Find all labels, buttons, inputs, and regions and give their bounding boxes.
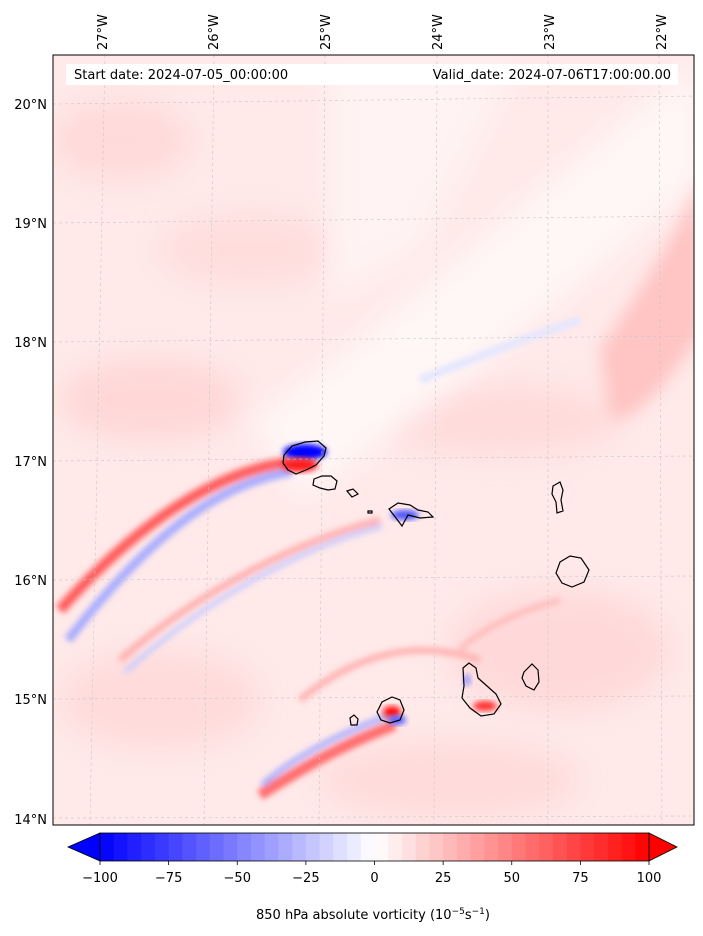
colorbar-segment xyxy=(539,833,554,861)
colorbar-tick-label: −75 xyxy=(155,871,182,886)
lat-label-18n: 18°N xyxy=(14,336,47,351)
colorbar-segment xyxy=(250,833,266,861)
colorbar-tick-label: 25 xyxy=(435,871,452,886)
island-sao-nicolau-main xyxy=(388,502,435,528)
map-frame xyxy=(52,54,695,826)
colorbar-segment xyxy=(429,833,444,861)
lon-label-26w: 26°W xyxy=(207,14,222,50)
colorbar-segment xyxy=(319,833,334,861)
island-fogo xyxy=(376,696,405,724)
island-maio xyxy=(521,663,540,691)
colorbar-segment xyxy=(621,833,636,861)
lon-label-23w: 23°W xyxy=(543,14,558,50)
colorbar-segment xyxy=(154,833,170,861)
colorbar-segment xyxy=(347,833,362,861)
colorbar-segment xyxy=(456,833,472,861)
colorbar-ticks: −100 −75 −50 −25 0 25 50 75 100 xyxy=(82,861,661,886)
colorbar-segment xyxy=(305,833,321,861)
colorbar-segment xyxy=(127,833,142,861)
island-santiago xyxy=(461,662,502,717)
colorbar-segment xyxy=(498,833,513,861)
lon-label-24w: 24°W xyxy=(431,14,446,50)
island-sal xyxy=(551,481,564,514)
colorbar-segment xyxy=(168,833,183,861)
lat-label-14n: 14°N xyxy=(14,813,47,828)
lat-label-20n: 20°N xyxy=(14,98,47,113)
colorbar-tick-label: 100 xyxy=(637,871,662,886)
colorbar-label: 850 hPa absolute vorticity (10−5s−1) xyxy=(256,907,490,923)
colorbar-segment xyxy=(552,833,568,861)
gridlines xyxy=(53,55,694,825)
colorbar-segment xyxy=(182,833,197,861)
island-brava xyxy=(349,714,359,726)
latitude-labels: 20°N 19°N 18°N 17°N 16°N 15°N 14°N xyxy=(14,98,47,828)
colorbar-segment xyxy=(566,833,581,861)
colorbar-segment xyxy=(100,833,115,861)
colorbar-tick-label: −25 xyxy=(292,871,319,886)
colorbar-segment xyxy=(594,833,609,861)
lat-label-15n: 15°N xyxy=(14,693,47,708)
colorbar-segment xyxy=(511,833,527,861)
colorbar-tick-label: 0 xyxy=(370,871,378,886)
colorbar-segment xyxy=(333,833,348,861)
colorbar-segment xyxy=(141,833,156,861)
colorbar-extend-max xyxy=(648,832,678,862)
lon-label-27w: 27°W xyxy=(96,14,111,50)
valid-date-label: Valid_date: 2024-07-06T17:00:00.00 xyxy=(433,68,671,83)
colorbar-segment xyxy=(209,833,225,861)
colorbar-extend-min xyxy=(67,832,101,862)
colorbar-tick-label: 50 xyxy=(503,871,520,886)
colorbar-tick-label: 75 xyxy=(572,871,589,886)
colorbar-segment xyxy=(278,833,293,861)
island-santo-antao xyxy=(282,440,327,475)
colorbar-segment xyxy=(470,833,485,861)
colorbar-segment xyxy=(607,833,623,861)
colorbar-segment xyxy=(196,833,211,861)
lon-label-22w: 22°W xyxy=(655,14,670,50)
island-sao-vicente xyxy=(312,475,338,491)
map-panel: Start date: 2024-07-05_00:00:00 Valid_da… xyxy=(52,54,695,826)
lat-label-17n: 17°N xyxy=(14,455,47,470)
date-info-box xyxy=(66,64,678,85)
colorbar-segment xyxy=(635,833,650,861)
island-boa-vista xyxy=(555,555,590,588)
colorbar-segment xyxy=(484,833,499,861)
colorbar-segment xyxy=(223,833,238,861)
colorbar-segment xyxy=(443,833,458,861)
colorbar: −100 −75 −50 −25 0 25 50 75 100 850 hPa absolute… xyxy=(67,832,678,923)
colorbar-segment xyxy=(292,833,307,861)
lat-label-19n: 19°N xyxy=(14,217,47,232)
lat-label-16n: 16°N xyxy=(14,574,47,589)
coastlines xyxy=(282,440,590,726)
colorbar-segments xyxy=(100,833,650,861)
colorbar-tick-label: −100 xyxy=(82,871,118,886)
colorbar-tick-label: −50 xyxy=(224,871,251,886)
colorbar-segment xyxy=(237,833,252,861)
start-date-label: Start date: 2024-07-05_00:00:00 xyxy=(74,68,288,83)
colorbar-segment xyxy=(580,833,595,861)
colorbar-segment xyxy=(388,833,403,861)
colorbar-segment xyxy=(415,833,430,861)
colorbar-segment xyxy=(360,833,376,861)
vorticity-field xyxy=(53,60,694,820)
colorbar-segment xyxy=(264,833,280,861)
colorbar-segment xyxy=(113,833,129,861)
colorbar-segment xyxy=(374,833,389,861)
island-sao-nicolau xyxy=(367,510,373,514)
lon-label-25w: 25°W xyxy=(319,14,334,50)
colorbar-segment xyxy=(525,833,540,861)
longitude-labels: 27°W 26°W 25°W 24°W 23°W 22°W xyxy=(96,14,670,50)
island-santa-luzia xyxy=(345,488,360,498)
colorbar-segment xyxy=(401,833,417,861)
